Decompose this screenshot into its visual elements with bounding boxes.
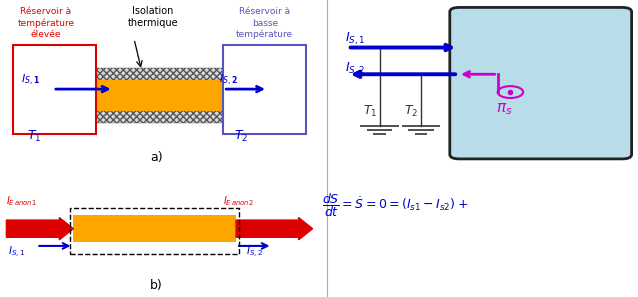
Text: Réservoir à
température
élevée: Réservoir à température élevée xyxy=(17,7,75,39)
Text: $I_{S,\mathbf{1}}$: $I_{S,\mathbf{1}}$ xyxy=(21,73,40,88)
Text: Isolation
thermique: Isolation thermique xyxy=(128,6,179,28)
Text: $I_{E\,anon1}$: $I_{E\,anon1}$ xyxy=(6,195,37,208)
Bar xyxy=(70,208,239,254)
Bar xyxy=(73,215,236,242)
Text: $I_{E\,anon2}$: $I_{E\,anon2}$ xyxy=(223,195,254,208)
Text: Réservoir à
basse
température: Réservoir à basse température xyxy=(236,7,293,39)
Text: $I_{S,\mathbf{2}}$: $I_{S,\mathbf{2}}$ xyxy=(219,73,238,88)
FancyArrow shape xyxy=(6,217,73,240)
Text: $\mathit{T}_1$: $\mathit{T}_1$ xyxy=(27,129,41,144)
Text: b): b) xyxy=(150,279,163,292)
Text: $I_{S,1}$: $I_{S,1}$ xyxy=(345,30,365,47)
Text: $I_{S,2}$: $I_{S,2}$ xyxy=(345,60,365,77)
Bar xyxy=(96,111,223,123)
Text: a): a) xyxy=(150,151,163,164)
Bar xyxy=(13,45,96,134)
Text: $\pi_s$: $\pi_s$ xyxy=(496,101,512,117)
Bar xyxy=(223,45,306,134)
Bar xyxy=(96,80,223,111)
Bar xyxy=(96,68,223,80)
FancyArrow shape xyxy=(236,217,313,240)
Text: $I_{S,1}$: $I_{S,1}$ xyxy=(8,245,25,260)
Text: $T_1$: $T_1$ xyxy=(363,104,377,119)
Text: $\dfrac{dS}{dt} = \dot{S} = 0 = \left(I_{s1} - I_{s2}\right)+$: $\dfrac{dS}{dt} = \dot{S} = 0 = \left(I_… xyxy=(322,191,469,219)
Text: $T_2$: $T_2$ xyxy=(404,104,419,119)
Text: $I_{S,2}$: $I_{S,2}$ xyxy=(246,245,263,260)
Text: $\mathit{T}_2$: $\mathit{T}_2$ xyxy=(234,129,248,144)
FancyBboxPatch shape xyxy=(450,7,632,159)
